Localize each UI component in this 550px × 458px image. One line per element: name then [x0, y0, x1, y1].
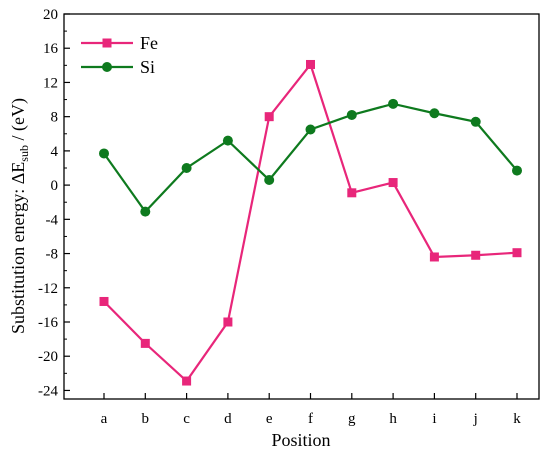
legend-marker-si [102, 62, 112, 72]
legend-label-fe: Fe [140, 33, 158, 53]
data-point-si [140, 206, 151, 217]
data-point-fe [429, 252, 439, 262]
legend: Fe Si [81, 33, 158, 77]
data-point-fe [388, 178, 398, 188]
legend-marker-fe [102, 38, 112, 48]
x-tick-label: e [266, 411, 273, 427]
data-point-fe [512, 248, 522, 258]
x-tick-label: f [308, 411, 313, 427]
x-tick-label: j [473, 411, 478, 427]
data-point-si [222, 135, 233, 146]
data-point-fe [471, 250, 481, 260]
y-axis-title-prefix: Substitution energy: ΔE [8, 162, 28, 334]
y-tick-label: -16 [38, 315, 58, 331]
series-line-si [103, 102, 518, 214]
data-point-si [470, 116, 481, 127]
x-tick-label: a [101, 411, 108, 427]
x-axis-title: Position [271, 430, 330, 450]
data-point-si [181, 163, 192, 173]
legend-label-si: Si [140, 57, 155, 77]
y-tick-label: -20 [38, 349, 58, 365]
x-tick-label: c [183, 411, 190, 427]
data-point-fe [99, 296, 109, 306]
x-tick-label: d [224, 411, 232, 427]
y-tick-label: 0 [51, 178, 59, 194]
data-point-si [388, 98, 399, 109]
y-axis-title: Substitution energy: ΔEsub / (eV) [8, 98, 31, 334]
y-tick-label: -4 [46, 212, 59, 228]
x-tick-label: b [142, 411, 150, 427]
y-tick-label: 4 [51, 144, 59, 160]
series-line-fe [103, 62, 518, 383]
x-tick-label: i [432, 411, 436, 427]
y-tick-label: -24 [38, 383, 58, 399]
data-point-fe [264, 112, 274, 122]
y-tick-label: 12 [43, 75, 58, 91]
y-tick-label: 8 [51, 110, 59, 126]
data-point-si [512, 165, 522, 176]
x-tick-label: k [513, 411, 521, 427]
data-point-fe [347, 188, 357, 198]
y-axis-title-subscript: sub [17, 145, 31, 162]
plot-area: -24 -20 -16 -12 -8 -4 0 4 8 12 16 20 a b c d e f g h i j k [38, 7, 540, 427]
data-point-si [305, 124, 316, 135]
y-tick-label: -12 [38, 281, 58, 297]
y-tick-label: 20 [43, 7, 58, 23]
x-tick-label: h [389, 411, 397, 427]
x-tick-label: g [348, 411, 356, 427]
data-point-fe [182, 376, 192, 386]
data-point-fe [306, 59, 315, 69]
data-point-si [264, 174, 275, 185]
data-point-fe [223, 317, 233, 327]
data-point-si [346, 109, 357, 120]
data-point-fe [140, 338, 150, 348]
data-point-si [429, 108, 440, 119]
plot-frame [63, 13, 540, 400]
data-point-si [99, 148, 109, 159]
y-tick-label: -8 [46, 247, 59, 263]
y-tick-label: 16 [43, 41, 59, 57]
y-axis-title-suffix: / (eV) [8, 98, 29, 145]
